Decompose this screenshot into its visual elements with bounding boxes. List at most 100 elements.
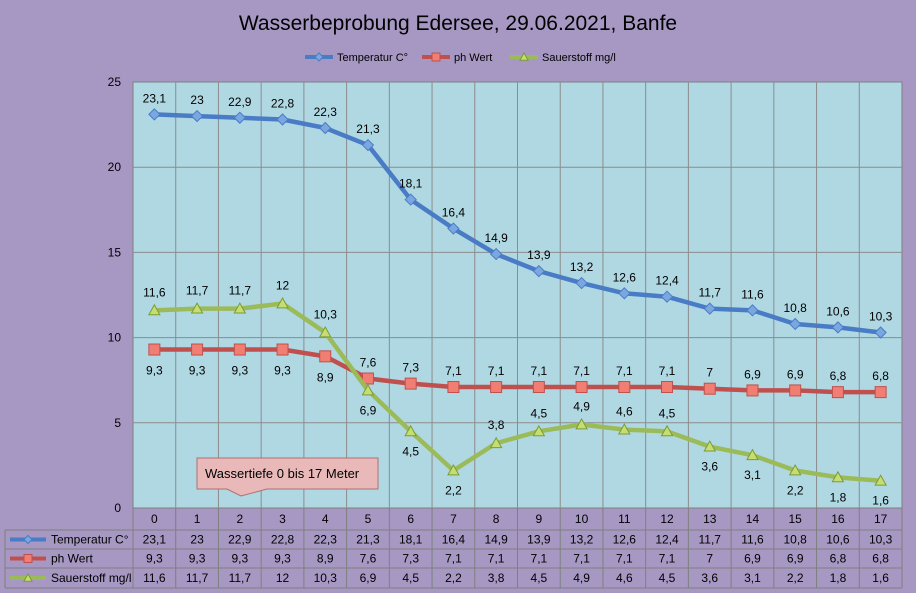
data-point (276, 113, 289, 126)
x-tick-label: 16 (831, 512, 845, 526)
table-cell: 6,9 (787, 552, 804, 566)
data-point (575, 417, 588, 430)
data-label: 6,9 (787, 367, 804, 381)
data-label: 9,3 (189, 364, 206, 378)
data-point (148, 108, 161, 121)
data-labels: 23,1 23 22,9 22,8 22,3 21,3 18,1 16,4 14,9 13,9 13… (143, 91, 893, 507)
series-layer (148, 108, 887, 486)
data-label: 3,8 (488, 418, 505, 432)
data-point (532, 264, 546, 278)
data-label: 4,5 (659, 406, 676, 420)
data-label: 12,6 (613, 270, 637, 284)
chart-title: Wasserbeprobung Edersee, 29.06.2021, Ban… (239, 12, 677, 35)
data-point (746, 448, 759, 461)
data-label: 3,6 (701, 460, 718, 474)
table-cell: 3,6 (701, 571, 718, 585)
x-tick-label: 1 (194, 512, 201, 526)
data-point (532, 381, 545, 394)
x-tick-label: 12 (660, 512, 674, 526)
table-cell: 21,3 (356, 533, 380, 547)
data-point (404, 377, 417, 390)
table-cell: 6,9 (744, 552, 761, 566)
legend-marker-square (431, 52, 441, 62)
data-label: 23 (190, 93, 204, 107)
data-point (788, 317, 802, 331)
legend-marker-diamond (314, 52, 324, 62)
table-cell: 1,8 (830, 571, 847, 585)
data-label: 4,5 (531, 406, 548, 420)
table-cell: 10,3 (869, 533, 893, 547)
series-line (154, 112, 881, 335)
table-cell: 11,7 (229, 571, 252, 585)
table-cell: 9,3 (146, 552, 163, 566)
table-cell: 16,4 (442, 533, 466, 547)
table-cell: 18,1 (399, 533, 423, 547)
data-label: 7,6 (360, 355, 377, 369)
data-label: 2,2 (445, 484, 462, 498)
data-label: 1,6 (872, 494, 889, 508)
data-point (404, 193, 417, 206)
y-tick-label: 10 (108, 331, 122, 345)
data-label: 22,8 (271, 96, 295, 110)
table-cell: 3,8 (488, 571, 505, 585)
data-point (703, 382, 716, 395)
y-tick-label: 15 (108, 245, 122, 259)
x-tick-label: 7 (450, 512, 457, 526)
x-tick-label: 3 (279, 512, 286, 526)
data-label: 6,8 (830, 369, 847, 383)
data-point (746, 384, 759, 397)
data-point (191, 343, 204, 356)
x-tick-label: 6 (407, 512, 414, 526)
data-point (361, 138, 375, 152)
table-cell: 8,9 (317, 552, 334, 566)
data-label: 2,2 (787, 484, 804, 498)
table-cell: 11,6 (741, 533, 764, 547)
data-label: 12,4 (655, 274, 679, 288)
data-label: 6,9 (360, 403, 377, 417)
data-point (148, 343, 161, 356)
x-tick-label: 9 (536, 512, 543, 526)
table-cell: 22,8 (271, 533, 295, 547)
data-label: 9,3 (146, 364, 163, 378)
x-tick-label: 11 (618, 512, 631, 526)
data-label: 6,8 (872, 369, 889, 383)
callout-text: Wassertiefe 0 bis 17 Meter (205, 466, 360, 481)
data-point (789, 384, 802, 397)
data-point (532, 424, 546, 437)
data-point (489, 436, 503, 449)
data-point (447, 381, 460, 394)
data-label: 9,3 (274, 364, 291, 378)
data-label: 14,9 (484, 231, 508, 245)
data-label: 13,2 (570, 260, 594, 274)
series-line (154, 347, 881, 395)
data-point (276, 296, 289, 309)
table-cell: 12,4 (655, 533, 679, 547)
data-point (874, 326, 887, 339)
x-tick-label: 14 (746, 512, 760, 526)
table-cell: 7,1 (488, 552, 505, 566)
data-label: 23,1 (143, 91, 167, 105)
data-point (319, 350, 332, 363)
table-cell: 7,1 (573, 552, 590, 566)
y-tick-label: 25 (108, 75, 122, 89)
x-tick-label: 5 (365, 512, 372, 526)
table-cell: 4,5 (402, 571, 419, 585)
data-label: 21,3 (356, 122, 380, 136)
data-point (660, 424, 674, 437)
data-label: 7,1 (616, 364, 633, 378)
table-cell: 23,1 (143, 533, 167, 547)
legend-label: Sauerstoff mg/l (542, 52, 616, 64)
data-point (233, 343, 246, 356)
table-cell: 4,5 (531, 571, 548, 585)
table-cell: 10,3 (314, 571, 338, 585)
data-point (746, 304, 759, 317)
data-point (404, 424, 418, 437)
table-cell: 7,1 (616, 552, 633, 566)
table-row-header: ph Wert (51, 552, 93, 566)
data-point (874, 474, 887, 486)
table-cell: 10,8 (784, 533, 808, 547)
table-legend-marker (23, 572, 33, 582)
x-tick-label: 13 (703, 512, 717, 526)
table-cell: 4,6 (616, 571, 633, 585)
